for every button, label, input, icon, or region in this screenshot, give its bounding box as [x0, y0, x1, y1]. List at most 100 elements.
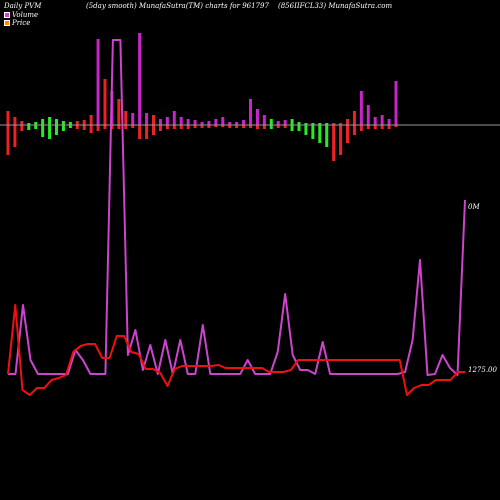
pvm-bar-down: [304, 125, 308, 135]
pvm-bar-down: [332, 125, 336, 161]
pvm-bar-up: [165, 117, 169, 125]
pvm-bar-up: [214, 119, 218, 125]
pvm-bar-down: [152, 125, 155, 135]
pvm-bar-up: [297, 122, 301, 125]
pvm-bar-down: [48, 125, 52, 139]
pvm-bar-up: [325, 123, 329, 125]
pvm-bar-down: [235, 125, 239, 128]
pvm-bars: [6, 33, 398, 161]
pvm-bar-down: [255, 125, 259, 129]
pvm-bar-down: [89, 125, 93, 133]
legend-volume-swatch: [4, 12, 10, 18]
pvm-bar-down: [34, 125, 38, 129]
pvm-bar-up: [179, 117, 183, 125]
pvm-bar-up: [352, 111, 356, 125]
pvm-bar-down: [352, 125, 356, 135]
pvm-bar-up: [20, 121, 24, 125]
pvm-bar-down: [346, 125, 349, 143]
pvm-bar-down: [359, 125, 363, 131]
pvm-bar-up: [124, 111, 128, 125]
pvm-bar-up: [380, 115, 384, 125]
pvm-bar-down: [207, 125, 211, 128]
pvm-bar-up: [221, 117, 225, 125]
pvm-bar-up: [145, 113, 149, 125]
pvm-bar-up: [117, 99, 121, 125]
pvm-bar-up: [55, 119, 58, 125]
legend-price: Price: [4, 19, 30, 27]
legend-volume: Volume: [4, 11, 38, 19]
pvm-bar-up: [304, 123, 308, 125]
pvm-bar-down: [200, 125, 204, 128]
legend-price-swatch: [4, 20, 10, 26]
pvm-bar-up: [235, 122, 239, 125]
pvm-bar-down: [276, 125, 280, 128]
pvm-bar-down: [96, 125, 100, 131]
pvm-bar-down: [380, 125, 384, 129]
pvm-bar-up: [262, 115, 266, 125]
pvm-bar-up: [207, 121, 211, 125]
pvm-bar-down: [228, 125, 232, 128]
pvm-bar-down: [27, 125, 31, 130]
pvm-bar-down: [131, 125, 135, 128]
pvm-bar-down: [82, 125, 86, 130]
pvm-bar-down: [325, 125, 329, 147]
pvm-bar-down: [318, 125, 322, 143]
pvm-bar-up: [27, 123, 31, 125]
pvm-bar-up: [13, 117, 17, 125]
pvm-bar-down: [55, 125, 58, 135]
pvm-bar-up: [255, 109, 259, 125]
pvm-bar-up: [75, 121, 79, 125]
pvm-bar-up: [186, 119, 190, 125]
pvm-bar-down: [214, 125, 218, 127]
pvm-bar-down: [290, 125, 294, 131]
pvm-bar-up: [249, 99, 252, 125]
pvm-bar-down: [339, 125, 343, 155]
pvm-bar-down: [249, 125, 252, 128]
legend-volume-label: Volume: [12, 11, 39, 19]
pvm-bar-down: [158, 125, 162, 131]
pvm-bar-down: [387, 125, 391, 129]
price-line: [7, 304, 465, 396]
pvm-bar-down: [262, 125, 266, 129]
pvm-bar-up: [61, 121, 65, 125]
pvm-bar-up: [103, 79, 107, 125]
pvm-bar-down: [103, 125, 107, 129]
pvm-bar-up: [276, 121, 280, 125]
chart-title-middle: (5day smooth) MunafaSutra(TM) charts for…: [86, 2, 269, 10]
pvm-bar-up: [290, 119, 294, 125]
pvm-bar-up: [228, 122, 232, 125]
pvm-bar-down: [311, 125, 315, 139]
pvm-bar-up: [242, 120, 246, 125]
pvm-bar-up: [346, 119, 349, 125]
volume-line: [8, 39, 466, 376]
pvm-bar-down: [68, 125, 72, 128]
price-axis-label: 1275.00: [468, 366, 497, 374]
pvm-bar-down: [179, 125, 183, 129]
pvm-bar-up: [269, 119, 273, 125]
pvm-bar-down: [394, 125, 398, 127]
pvm-bar-down: [75, 125, 79, 129]
pvm-bar-down: [124, 125, 128, 129]
legend-price-label: Price: [12, 19, 31, 27]
pvm-bar-up: [339, 123, 343, 125]
pvm-bar-up: [68, 122, 72, 125]
pvm-bar-down: [20, 125, 24, 131]
pvm-bar-down: [242, 125, 246, 128]
pvm-bar-down: [138, 125, 142, 139]
pvm-bar-up: [387, 119, 391, 125]
pvm-bar-up: [131, 113, 135, 125]
pvm-bar-down: [269, 125, 273, 129]
pvm-bar-down: [186, 125, 190, 129]
pvm-bar-down: [366, 125, 370, 129]
pvm-bar-down: [145, 125, 149, 139]
pvm-bar-up: [359, 91, 363, 125]
pvm-bar-down: [6, 125, 10, 155]
chart-title-left: Daily PVM: [4, 2, 42, 10]
pvm-bar-up: [373, 117, 377, 125]
pvm-bar-up: [332, 123, 336, 125]
pvm-bar-down: [373, 125, 377, 129]
pvm-bar-up: [200, 122, 204, 125]
pvm-bar-down: [283, 125, 287, 128]
pvm-bar-up: [311, 123, 315, 125]
